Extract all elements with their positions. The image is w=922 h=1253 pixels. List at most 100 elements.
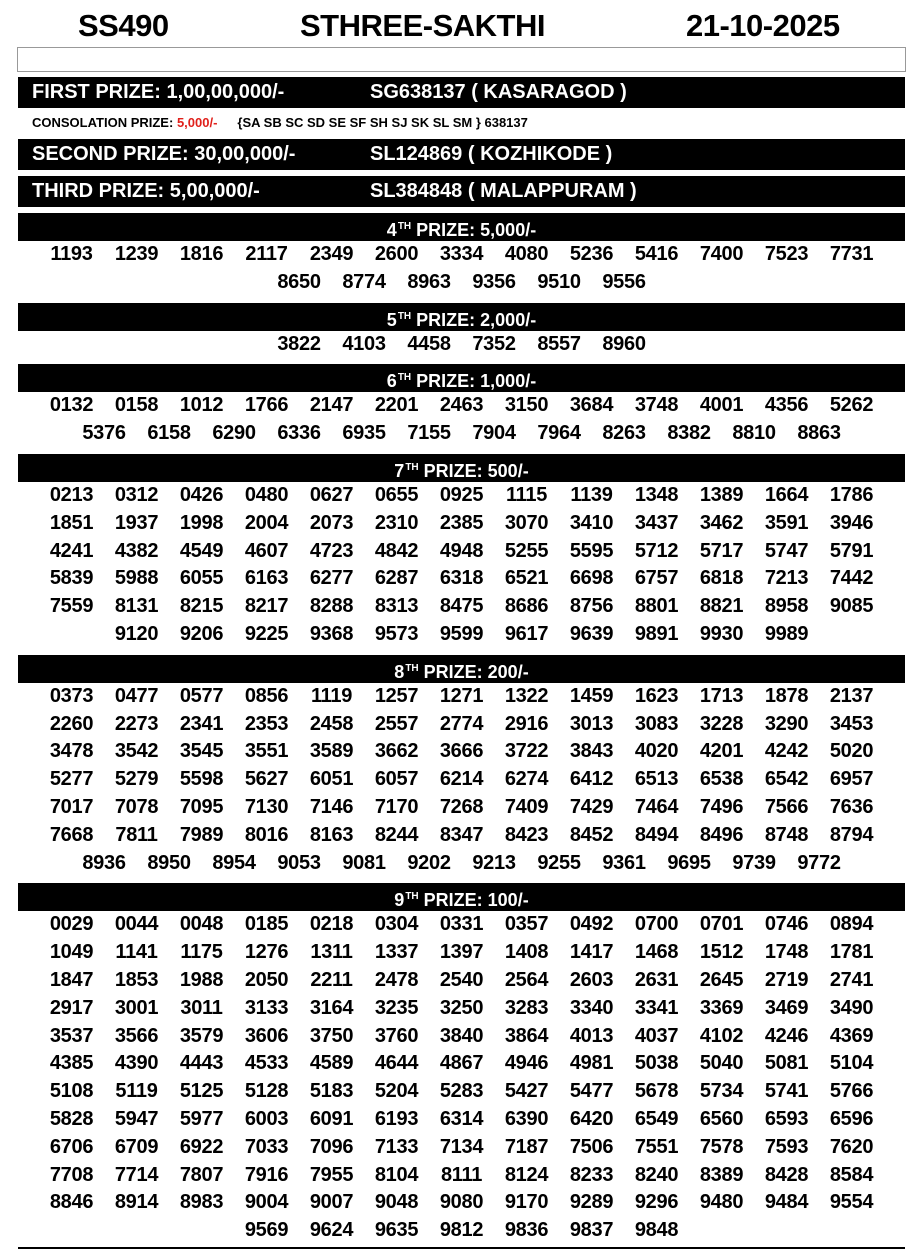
winning-number: 1397 <box>439 941 484 964</box>
winning-number: 2117 <box>245 243 288 265</box>
consolation-prize-line: CONSOLATION PRIZE: 5,000/- {SA SB SC SD S… <box>18 113 905 133</box>
winning-number: 0700 <box>634 913 679 936</box>
first-prize-label: FIRST PRIZE: 1,00,00,000/- <box>32 81 285 103</box>
winning-number: 3542 <box>114 740 159 763</box>
winning-number: 7578 <box>699 1135 744 1158</box>
winning-number: 0655 <box>374 483 419 506</box>
winning-number: 9170 <box>504 1191 549 1214</box>
winning-number: 5839 <box>49 567 94 590</box>
winning-number: 8863 <box>797 422 841 445</box>
winning-number: 3537 <box>49 1024 94 1047</box>
winning-number: 2458 <box>309 712 354 735</box>
prize-ordinal: 9 <box>394 890 405 911</box>
winning-number: 0925 <box>439 483 484 506</box>
winning-number: 0048 <box>179 913 224 936</box>
winning-number: 9639 <box>569 622 614 645</box>
winning-number: 9556 <box>602 270 646 293</box>
winning-number: 9635 <box>374 1219 419 1242</box>
winning-number: 1389 <box>699 483 744 506</box>
winning-number: 7811 <box>115 823 158 846</box>
winning-number: 7268 <box>439 795 484 818</box>
winning-number: 5734 <box>699 1080 744 1103</box>
winning-number: 6709 <box>114 1135 159 1158</box>
winning-number: 7731 <box>829 243 874 265</box>
prize-amount-label: PRIZE: 1,000/- <box>411 371 537 392</box>
winning-number: 5125 <box>179 1080 224 1103</box>
winning-number: 4013 <box>569 1024 614 1047</box>
winning-number: 2719 <box>764 968 809 991</box>
winning-number: 1115 <box>505 483 548 506</box>
winning-number: 1119 <box>310 684 353 707</box>
winning-number: 4549 <box>179 539 224 562</box>
winning-number: 2603 <box>569 968 614 991</box>
winning-number: 6412 <box>569 768 614 791</box>
winning-number: 8756 <box>569 595 614 618</box>
winning-number: 4458 <box>407 332 451 355</box>
winning-number: 8347 <box>439 823 484 846</box>
winning-number: 1786 <box>829 483 874 506</box>
winning-number: 8240 <box>634 1163 679 1186</box>
prize-ordinal: 4 <box>386 220 397 240</box>
winning-number: 2273 <box>114 712 159 735</box>
prize-section-6: 6TH PRIZE: 1,000/- 0132 0158 1012 1766 2147 22… <box>18 364 905 448</box>
winning-number: 8774 <box>342 270 386 293</box>
winning-number: 9081 <box>342 851 386 874</box>
winning-number: 1276 <box>244 941 289 964</box>
winning-number: 0746 <box>764 913 809 936</box>
winning-number: 5741 <box>764 1080 809 1103</box>
winning-numbers-grid: 0373 0477 0577 0856 1119 1257 1271 1322 1459 1623… <box>18 683 905 878</box>
second-prize-ticket: SL124869 ( KOZHIKODE ) <box>370 143 613 165</box>
winning-number: 8423 <box>504 823 549 846</box>
winning-number: 1937 <box>114 511 159 534</box>
winning-number: 7955 <box>309 1163 354 1186</box>
winning-number: 8263 <box>602 422 646 445</box>
winning-number: 6593 <box>764 1107 809 1130</box>
prize-section-5: 5TH PRIZE: 2,000/- 3822 4103 4458 7352 8557 89… <box>18 302 905 359</box>
winning-number: 4369 <box>829 1024 874 1047</box>
winning-number: 4589 <box>309 1052 354 1075</box>
winning-number: 7134 <box>439 1135 484 1158</box>
winning-number: 0044 <box>114 913 159 936</box>
winning-number: 1417 <box>569 941 614 964</box>
winning-number: 2631 <box>634 968 679 991</box>
winning-number: 8452 <box>569 823 614 846</box>
winning-number: 6935 <box>342 422 386 445</box>
winning-number: 1851 <box>49 511 94 534</box>
prize-ordinal-suffix: TH <box>405 662 419 674</box>
winning-number: 2774 <box>439 712 484 735</box>
winning-number: 1257 <box>374 684 419 707</box>
winning-number: 2478 <box>374 968 419 991</box>
winning-number: 9772 <box>797 851 841 874</box>
winning-number: 1141 <box>115 941 158 964</box>
third-prize-bar: THIRD PRIZE: 5,00,000/- SL384848 ( MALAP… <box>18 176 905 207</box>
winning-number: 9837 <box>569 1219 614 1242</box>
winning-number: 7964 <box>537 422 581 445</box>
winning-number: 8821 <box>699 595 744 618</box>
winning-number: 5766 <box>829 1080 874 1103</box>
winning-number: 4241 <box>49 539 94 562</box>
winning-number: 7916 <box>244 1163 289 1186</box>
winning-number: 4037 <box>634 1024 679 1047</box>
winning-number: 3684 <box>569 394 614 417</box>
winning-number: 5183 <box>309 1080 354 1103</box>
winning-number: 8288 <box>309 595 354 618</box>
winning-number: 7187 <box>504 1135 549 1158</box>
winning-number: 4103 <box>342 332 386 355</box>
prize-section-8: 8TH PRIZE: 200/- 0373 0477 0577 0856 1119 1257… <box>18 654 905 878</box>
winning-number: 9053 <box>277 851 321 874</box>
winning-number: 6214 <box>439 768 484 791</box>
winning-number: 4644 <box>374 1052 419 1075</box>
winning-number: 9368 <box>309 622 354 645</box>
winning-number: 7096 <box>309 1135 354 1158</box>
winning-number: 1781 <box>829 941 874 964</box>
winning-number: 3666 <box>439 740 484 763</box>
winning-number: 4390 <box>114 1052 159 1075</box>
draw-code: SS490 <box>78 8 169 43</box>
winning-number: 4981 <box>569 1052 614 1075</box>
winning-number: 3843 <box>569 740 614 763</box>
winning-number: 9554 <box>829 1191 874 1214</box>
winning-number: 2147 <box>309 394 354 417</box>
winning-number: 8163 <box>309 823 354 846</box>
empty-banner-box <box>17 47 906 72</box>
winning-number: 4246 <box>764 1024 809 1047</box>
